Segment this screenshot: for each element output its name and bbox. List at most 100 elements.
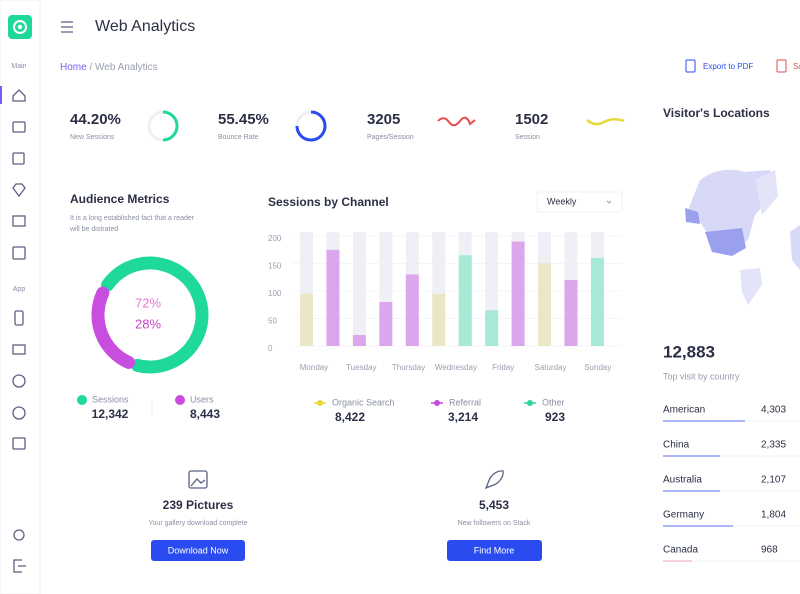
bar bbox=[300, 293, 313, 346]
logo-dot bbox=[17, 24, 23, 30]
total-label: Top visit by country bbox=[663, 371, 740, 381]
x-tick-label: Monday bbox=[300, 363, 328, 372]
legend-dot bbox=[77, 395, 87, 405]
stat-value: 1502 bbox=[515, 111, 548, 128]
country-name: Australia bbox=[663, 475, 702, 486]
nav-settings[interactable] bbox=[13, 529, 25, 541]
y-tick-label: 150 bbox=[268, 262, 282, 271]
legend-dot bbox=[175, 395, 185, 405]
legend-label: Users bbox=[190, 394, 214, 404]
nav-icon[interactable] bbox=[12, 406, 26, 420]
x-tick-label: Thursday bbox=[392, 363, 425, 372]
card-subtitle: It is a long established fact that a rea… bbox=[70, 215, 195, 222]
breadcrumb: Home / Web Analytics bbox=[60, 62, 158, 73]
export-button[interactable]: Export to PDF bbox=[703, 62, 753, 71]
country-value: 2,335 bbox=[761, 440, 786, 451]
card-subtitle: New followers on Stack bbox=[458, 520, 531, 527]
nav-icon[interactable] bbox=[12, 246, 26, 260]
country-name: American bbox=[663, 405, 705, 416]
gallery-icon-detail bbox=[190, 478, 206, 487]
nav-icon[interactable] bbox=[14, 310, 24, 326]
nav-logout[interactable] bbox=[13, 559, 26, 573]
legend-label: Referral bbox=[449, 397, 481, 407]
x-tick-label: Wednesday bbox=[435, 363, 477, 372]
bar bbox=[379, 302, 393, 346]
bar bbox=[538, 263, 552, 346]
donut-segment bbox=[91, 286, 136, 369]
nav-home[interactable] bbox=[12, 89, 26, 102]
donut-label: 72% bbox=[135, 295, 161, 310]
page-title: Web Analytics bbox=[95, 18, 195, 35]
breadcrumb-home[interactable]: Home bbox=[60, 62, 87, 73]
bar-legend: Organic Search 8,422 Referral 3,214 Other 923 bbox=[314, 397, 565, 424]
breadcrumb-current: Web Analytics bbox=[95, 62, 158, 73]
legend-dot bbox=[434, 400, 440, 406]
card-title: Sessions by Channel bbox=[268, 195, 389, 209]
logo-mark bbox=[13, 20, 27, 34]
stat-value: 3205 bbox=[367, 111, 400, 128]
total-visits: 12,883 bbox=[663, 342, 715, 361]
stat-value: 55.45% bbox=[218, 111, 269, 128]
map-region bbox=[740, 268, 762, 305]
bar bbox=[432, 293, 446, 346]
legend-label: Sessions bbox=[92, 394, 129, 404]
country-list: American 4,303 China 2,335 Australia 2,107 Ger… bbox=[663, 405, 800, 562]
x-tick-label: Tuesday bbox=[346, 363, 376, 372]
country-value: 2,107 bbox=[761, 475, 786, 486]
sparkline bbox=[437, 116, 476, 127]
card-title: 5,453 bbox=[479, 498, 509, 512]
world-map bbox=[685, 169, 800, 305]
save-icon bbox=[776, 59, 787, 73]
nav-icon[interactable] bbox=[12, 121, 26, 133]
legend-label: Organic Search bbox=[332, 397, 395, 407]
legend-total: 923 bbox=[545, 410, 565, 424]
y-tick-label: 200 bbox=[268, 234, 282, 243]
country-name: China bbox=[663, 440, 690, 451]
x-tick-label: Friday bbox=[492, 363, 514, 372]
bar bbox=[352, 335, 366, 346]
stat-label: Bounce Rate bbox=[218, 134, 259, 141]
nav-icon[interactable] bbox=[12, 215, 26, 227]
card-title: Visitor's Locations bbox=[663, 106, 770, 120]
card-subtitle: will be distrated bbox=[69, 226, 118, 233]
bar bbox=[485, 310, 499, 346]
country-name: Canada bbox=[663, 545, 698, 556]
button[interactable] bbox=[151, 540, 245, 561]
country-value: 4,303 bbox=[761, 405, 786, 416]
stat-label: Session bbox=[515, 134, 540, 141]
pdf-icon bbox=[685, 59, 696, 73]
bar bbox=[405, 274, 419, 346]
donut-label: 28% bbox=[135, 316, 161, 331]
nav-icon[interactable] bbox=[12, 152, 25, 165]
menu-toggle[interactable] bbox=[61, 21, 73, 33]
donut-chart bbox=[91, 256, 209, 374]
donut-segment bbox=[100, 256, 209, 374]
dropdown[interactable] bbox=[536, 191, 623, 213]
button[interactable] bbox=[447, 540, 542, 561]
nav-icon[interactable] bbox=[12, 344, 26, 355]
ring bbox=[162, 110, 179, 142]
bar bbox=[564, 280, 578, 346]
map-region bbox=[685, 208, 700, 224]
bar bbox=[590, 258, 604, 346]
dropdown-value: Weekly bbox=[547, 196, 577, 206]
nav-section: App bbox=[13, 286, 26, 293]
dropdown-caret bbox=[606, 200, 612, 204]
country-name: Germany bbox=[663, 510, 704, 521]
nav-icon[interactable] bbox=[12, 183, 26, 198]
legend-total: 12,342 bbox=[92, 407, 129, 421]
nav-section: Main bbox=[11, 63, 26, 70]
nav-icon[interactable] bbox=[12, 374, 26, 388]
map-region bbox=[688, 169, 774, 250]
x-tick-label: Sunday bbox=[584, 363, 611, 372]
save-button[interactable]: Sa bbox=[793, 62, 800, 71]
sidebar bbox=[0, 0, 41, 594]
sparkline bbox=[586, 118, 625, 126]
bar bbox=[458, 255, 472, 346]
legend-dot bbox=[527, 400, 533, 406]
bar bbox=[511, 241, 525, 346]
bar bbox=[326, 249, 340, 346]
card-title: 239 Pictures bbox=[163, 498, 234, 512]
nav-icon[interactable] bbox=[12, 437, 26, 450]
